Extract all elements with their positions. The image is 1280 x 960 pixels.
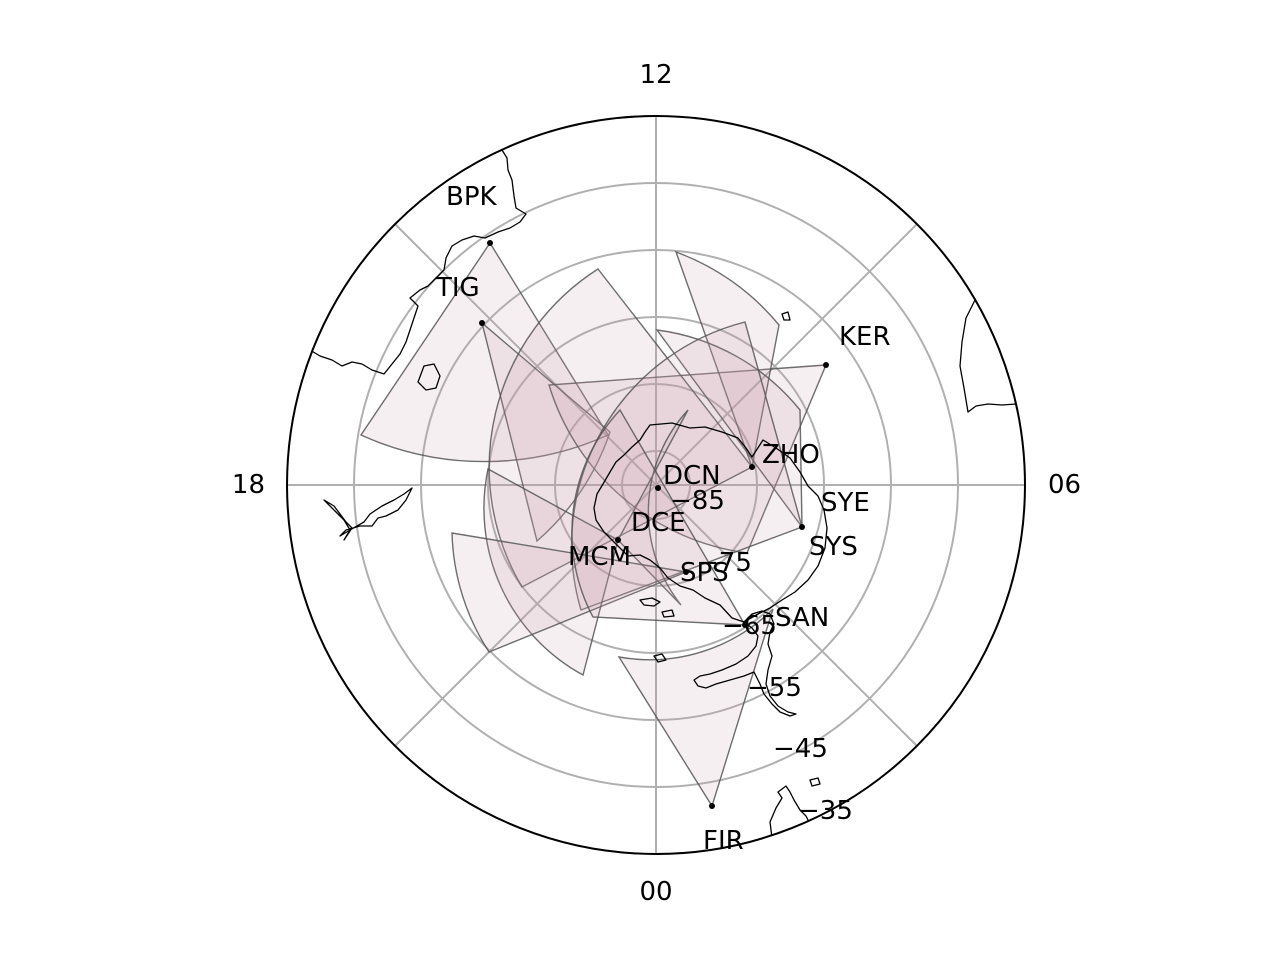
station-label-ker: KER: [839, 322, 891, 352]
australia-coastline: [309, 149, 527, 375]
latitude-label-75: −75: [697, 548, 752, 578]
latitude-label-55: −55: [747, 673, 802, 703]
coastlines: [309, 149, 1017, 854]
station-marker-sys: [799, 524, 805, 530]
mlt-label-top: 12: [639, 60, 672, 90]
station-label-sye: SYE: [821, 488, 870, 518]
station-label-mcm: MCM: [568, 542, 631, 572]
station-label-san: SAN: [775, 603, 829, 633]
fov-sye: [570, 321, 803, 611]
station-marker-tig: [479, 320, 485, 326]
fov-sps: [451, 532, 689, 653]
radar-fields-of-view: [359, 241, 828, 808]
mlt-label-left: 18: [232, 470, 265, 500]
station-label-dcn: DCN: [663, 461, 721, 491]
new-zealand-coastline: [323, 487, 413, 541]
station-marker-sps: [683, 569, 689, 575]
south-america-coastline: [769, 785, 813, 854]
station-marker-dcn: [655, 485, 661, 491]
africa-coastline: [959, 299, 1017, 413]
kerguelen-island-coastline: [781, 311, 791, 321]
station-marker-ker: [823, 362, 829, 368]
fov-fir: [617, 608, 774, 808]
tasmania-coastline: [417, 363, 441, 391]
fov-mcm: [483, 467, 619, 677]
fov-bpk: [359, 241, 610, 463]
latitude-label-85: −85: [670, 486, 725, 516]
station-label-bpk: BPK: [446, 182, 498, 212]
station-label-tig: TIG: [435, 273, 480, 303]
latitude-label-45: −45: [773, 734, 828, 764]
antarctic-peninsula-coastline: [693, 610, 797, 717]
fov-zho-a: [488, 268, 754, 588]
station-marker-bpk: [487, 240, 493, 246]
mlt-label-bottom: 00: [639, 877, 672, 907]
ross-sea-islands-coastline: [639, 597, 675, 663]
station-markers: [479, 240, 829, 809]
latitude-label-35: −35: [798, 796, 853, 826]
latitude-label-65: −65: [722, 611, 777, 641]
fov-zho-b: [674, 250, 780, 470]
station-marker-zho: [749, 464, 755, 470]
station-marker-dce: [615, 537, 621, 543]
station-label-zho: ZHO: [762, 440, 820, 470]
fov-sys: [655, 329, 803, 530]
station-label-sps: SPS: [680, 558, 729, 588]
station-marker-fir: [709, 803, 715, 809]
station-label-sys: SYS: [809, 532, 858, 562]
station-marker-san: [742, 622, 748, 628]
fov-dce: [617, 409, 689, 606]
falkland-islands-coastline: [809, 777, 821, 787]
station-label-dce: DCE: [631, 508, 686, 538]
meridian-09-21: [394, 223, 918, 747]
mlt-label-right: 06: [1048, 470, 1081, 500]
station-label-fir: FIR: [703, 826, 744, 856]
antarctica-coastline: [593, 422, 828, 623]
map-frame: [286, 115, 1026, 855]
lat-lon-grid: [287, 116, 1025, 854]
